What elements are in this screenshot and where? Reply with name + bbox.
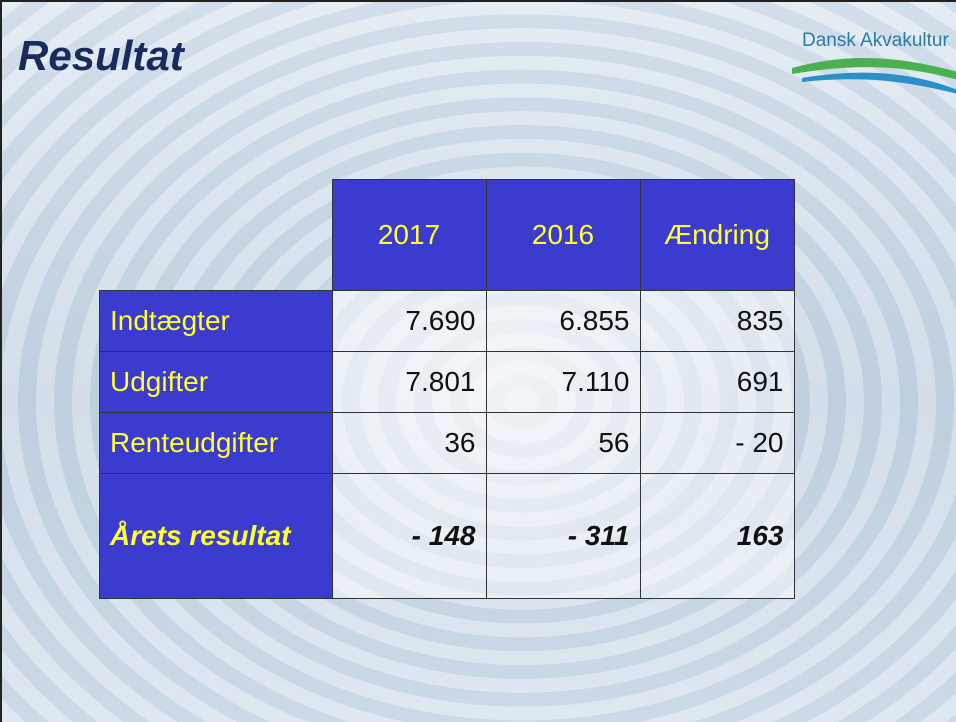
value-cell: 7.110 xyxy=(485,351,641,413)
value-cell: 7.690 xyxy=(331,290,487,352)
column-header: 2016 xyxy=(485,179,641,291)
value-cell: - 20 xyxy=(639,412,795,474)
header-row: 2017 2016 Ændring xyxy=(99,179,795,291)
table-row: Indtægter 7.690 6.855 835 xyxy=(99,290,795,352)
swoosh-blue xyxy=(802,72,956,94)
corner-cell xyxy=(99,179,333,291)
value-cell: 691 xyxy=(639,351,795,413)
table-row: Udgifter 7.801 7.110 691 xyxy=(99,351,795,413)
slide-title: Resultat xyxy=(18,32,184,79)
value-cell: 7.801 xyxy=(331,351,487,413)
column-header: 2017 xyxy=(331,179,487,291)
value-cell: 56 xyxy=(485,412,641,474)
value-cell: 36 xyxy=(331,412,487,474)
table-body: Indtægter 7.690 6.855 835 Udgifter 7.801 7.110… xyxy=(99,290,795,599)
value-cell: - 311 xyxy=(485,473,641,599)
row-label: Indtægter xyxy=(99,290,333,352)
result-table: 2017 2016 Ændring Indtægter 7.690 6.855 835 Ud… xyxy=(99,179,795,599)
row-label: Udgifter xyxy=(99,351,333,413)
value-cell: - 148 xyxy=(331,473,487,599)
table-row: Årets resultat - 148- 311 163 xyxy=(99,473,795,599)
row-label: Årets resultat xyxy=(99,473,333,599)
value-cell: 163 xyxy=(639,473,795,599)
logo: Dansk Akvakultur xyxy=(782,24,956,94)
logo-swoosh xyxy=(792,58,956,94)
logo-text: Dansk Akvakultur xyxy=(802,30,949,51)
swoosh-green xyxy=(792,58,956,80)
table-row: Renteudgifter 36 56- 20 xyxy=(99,412,795,474)
row-label: Renteudgifter xyxy=(99,412,333,474)
value-cell: 6.855 xyxy=(485,290,641,352)
column-header: Ændring xyxy=(639,179,795,291)
value-cell: 835 xyxy=(639,290,795,352)
